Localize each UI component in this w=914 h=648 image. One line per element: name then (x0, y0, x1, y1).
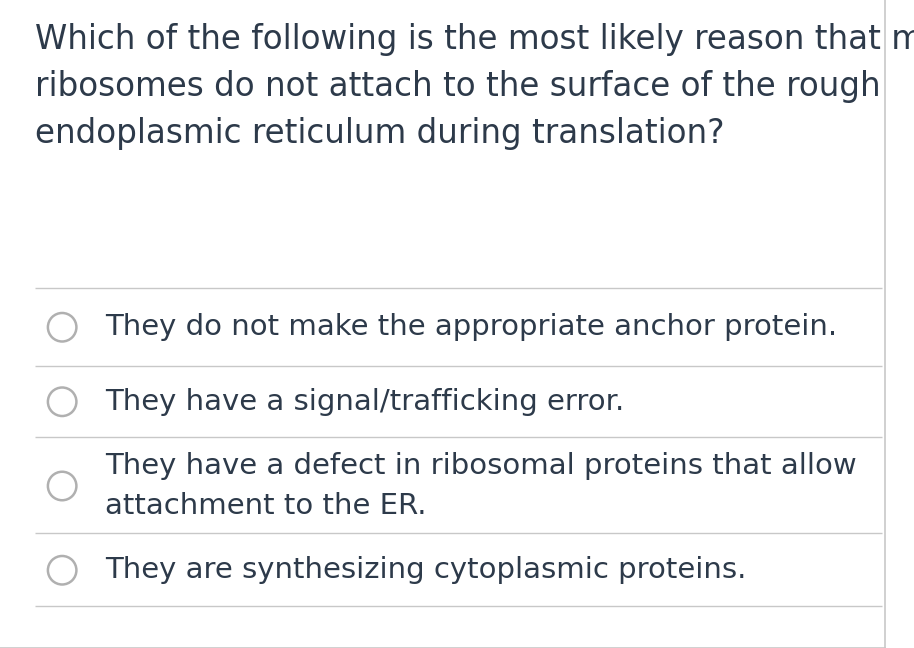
Text: They have a signal/trafficking error.: They have a signal/trafficking error. (105, 388, 624, 416)
Text: They do not make the appropriate anchor protein.: They do not make the appropriate anchor … (105, 313, 837, 341)
Text: They have a defect in ribosomal proteins that allow
attachment to the ER.: They have a defect in ribosomal proteins… (105, 452, 856, 520)
Ellipse shape (48, 313, 77, 341)
Text: Which of the following is the most likely reason that many
ribosomes do not atta: Which of the following is the most likel… (35, 23, 914, 150)
Ellipse shape (48, 388, 77, 416)
Ellipse shape (48, 472, 77, 500)
Ellipse shape (48, 556, 77, 584)
Text: They are synthesizing cytoplasmic proteins.: They are synthesizing cytoplasmic protei… (105, 556, 747, 584)
